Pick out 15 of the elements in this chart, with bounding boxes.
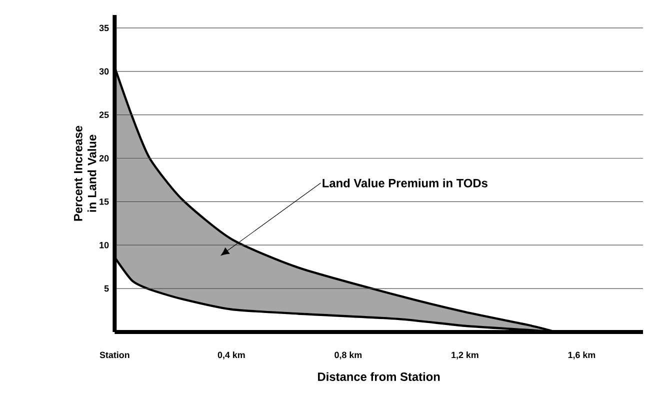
y-tick-label: 35 — [99, 24, 109, 32]
x-tick-label: Station — [100, 352, 130, 358]
y-axis-title: Percent Increase in Land Value — [74, 126, 96, 221]
y-tick-label: 15 — [100, 198, 109, 205]
y-tick-label: 30 — [99, 68, 109, 75]
x-tick-label: 1,6 km — [568, 352, 596, 360]
x-axis-title: Distance from Station — [318, 372, 440, 382]
y-tick-label: 10 — [100, 242, 109, 248]
y-tick-label: 25 — [99, 112, 109, 118]
y-tick-label: 5 — [104, 286, 109, 292]
x-tick-label: 0,8 km — [334, 352, 362, 360]
annotation: Land Value Premium in TODs — [322, 178, 488, 188]
y-tick-label: 20 — [99, 155, 109, 162]
x-tick-label: 0,4 km — [218, 352, 245, 360]
x-tick-label: 1,2 km — [452, 352, 478, 360]
